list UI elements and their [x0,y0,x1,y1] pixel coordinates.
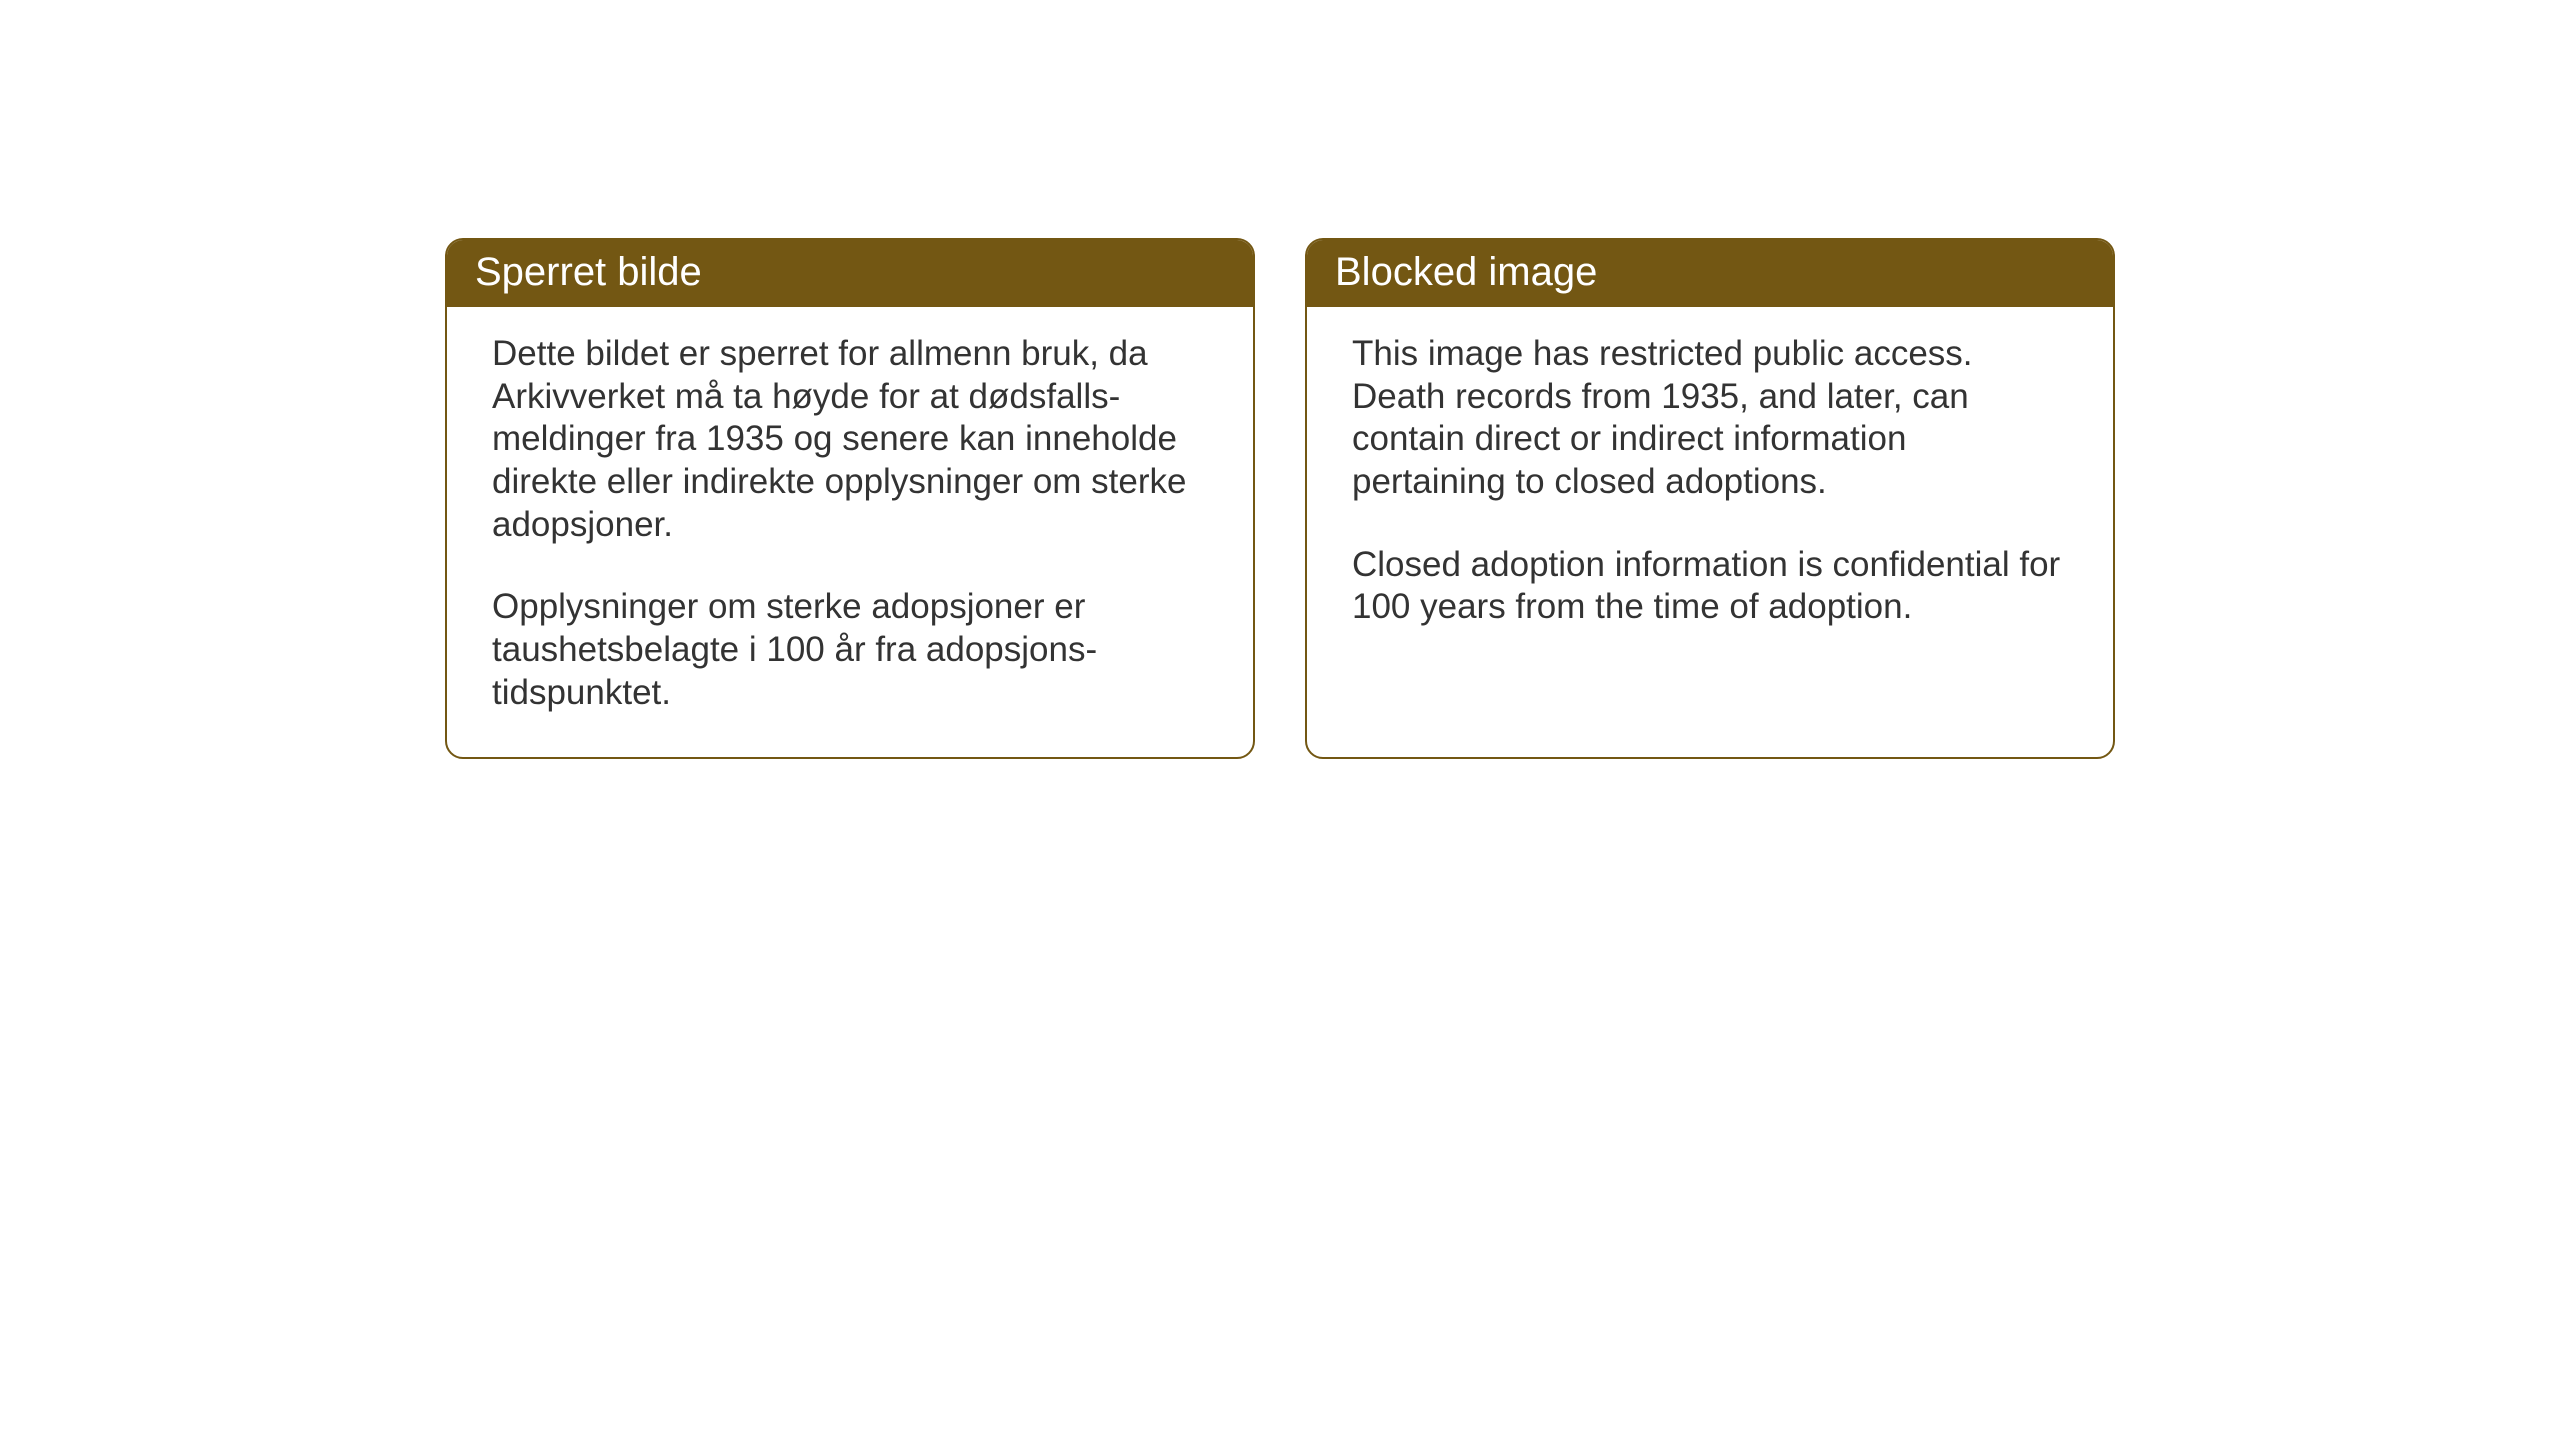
card-paragraph-norwegian-1: Dette bildet er sperret for allmenn bruk… [492,333,1208,546]
card-paragraph-english-2: Closed adoption information is confident… [1352,544,2068,629]
card-title-english: Blocked image [1335,250,1597,294]
card-paragraph-norwegian-2: Opplysninger om sterke adopsjoner er tau… [492,586,1208,714]
card-header-norwegian: Sperret bilde [447,240,1253,307]
notice-card-norwegian: Sperret bilde Dette bildet er sperret fo… [445,238,1255,759]
card-body-norwegian: Dette bildet er sperret for allmenn bruk… [447,307,1253,757]
card-body-english: This image has restricted public access.… [1307,307,2113,671]
card-paragraph-english-1: This image has restricted public access.… [1352,333,2068,504]
card-header-english: Blocked image [1307,240,2113,307]
notice-card-english: Blocked image This image has restricted … [1305,238,2115,759]
card-title-norwegian: Sperret bilde [475,250,702,294]
notice-container: Sperret bilde Dette bildet er sperret fo… [445,238,2115,759]
